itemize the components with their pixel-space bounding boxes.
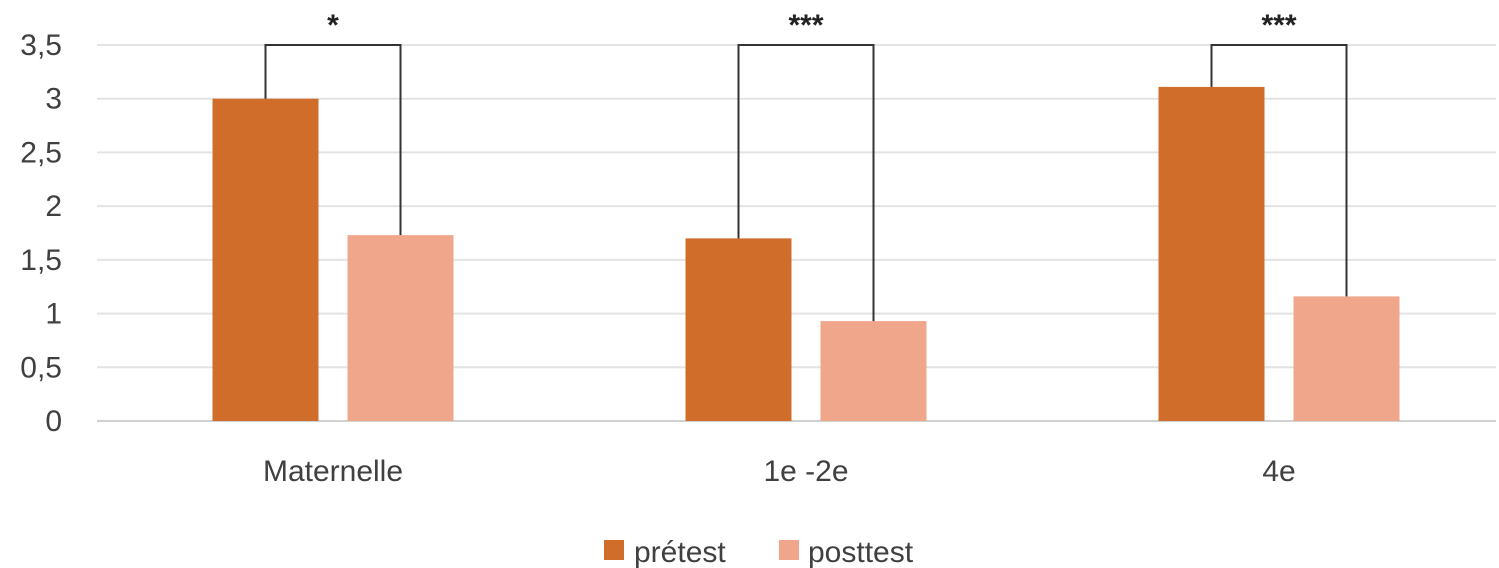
y-tick-label: 2	[45, 190, 62, 223]
bar-posttest	[1293, 296, 1400, 421]
y-tick-label: 1	[45, 298, 62, 331]
y-tick-label: 1,5	[20, 244, 62, 277]
y-tick-label: 3,5	[20, 29, 62, 62]
y-axis: 0 0,5 1 1,5 2 2,5 3 3,5	[20, 29, 62, 438]
x-axis: Maternelle 1e -2e 4e	[263, 455, 1296, 488]
x-tick-label: Maternelle	[263, 455, 403, 488]
legend-label-pretest: prétest	[634, 536, 726, 568]
significance-label: ***	[1261, 9, 1296, 42]
bar-pretest	[685, 238, 792, 421]
x-tick-label: 4e	[1262, 455, 1295, 488]
y-tick-label: 2,5	[20, 136, 62, 169]
significance-bracket	[737, 44, 875, 322]
significance-label: *	[327, 9, 339, 42]
legend: prétest posttest	[604, 536, 914, 568]
y-tick-label: 0	[45, 405, 62, 438]
bar-pretest	[212, 98, 319, 421]
gridlines	[97, 44, 1496, 422]
x-tick-label: 1e -2e	[763, 455, 848, 488]
legend-swatch-posttest	[779, 540, 799, 560]
significance-brackets: * *** ***	[264, 9, 1348, 322]
significance-label: ***	[788, 9, 823, 42]
bar-pretest	[1158, 86, 1265, 421]
significance-bracket	[264, 44, 402, 236]
y-tick-label: 0,5	[20, 351, 62, 384]
y-tick-label: 3	[45, 83, 62, 116]
legend-swatch-pretest	[604, 540, 624, 560]
legend-label-posttest: posttest	[808, 536, 914, 568]
bar-posttest	[347, 235, 454, 421]
bar-posttest	[820, 321, 927, 421]
significance-bracket	[1210, 44, 1348, 297]
bars	[212, 86, 1400, 421]
